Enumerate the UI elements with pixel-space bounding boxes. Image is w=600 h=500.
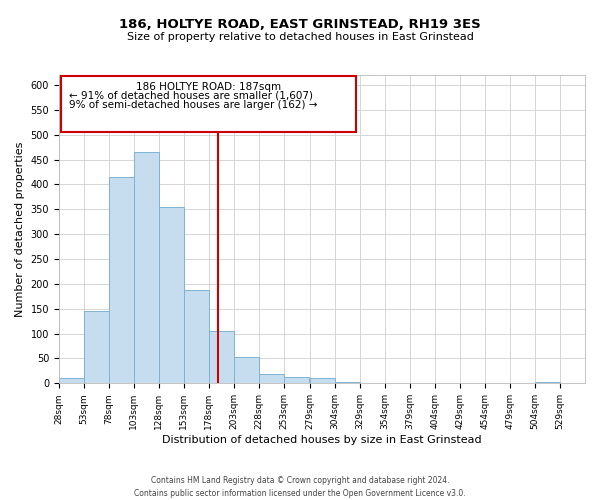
- Text: Contains HM Land Registry data © Crown copyright and database right 2024.
Contai: Contains HM Land Registry data © Crown c…: [134, 476, 466, 498]
- Bar: [160, 207, 184, 384]
- Text: 186, HOLTYE ROAD, EAST GRINSTEAD, RH19 3ES: 186, HOLTYE ROAD, EAST GRINSTEAD, RH19 3…: [119, 18, 481, 30]
- Bar: [184, 290, 209, 384]
- Bar: [235, 357, 259, 384]
- Bar: [109, 177, 134, 384]
- Bar: [335, 382, 359, 384]
- Bar: [310, 378, 335, 384]
- Text: 186 HOLTYE ROAD: 187sqm: 186 HOLTYE ROAD: 187sqm: [136, 82, 281, 92]
- Text: ← 91% of detached houses are smaller (1,607): ← 91% of detached houses are smaller (1,…: [69, 91, 313, 101]
- Bar: [61, 76, 356, 132]
- Bar: [59, 378, 83, 384]
- Bar: [85, 311, 109, 384]
- Bar: [535, 382, 560, 384]
- Bar: [134, 152, 158, 384]
- Bar: [284, 377, 308, 384]
- Bar: [209, 331, 233, 384]
- Text: Size of property relative to detached houses in East Grinstead: Size of property relative to detached ho…: [127, 32, 473, 42]
- Bar: [259, 374, 284, 384]
- Y-axis label: Number of detached properties: Number of detached properties: [15, 142, 25, 317]
- X-axis label: Distribution of detached houses by size in East Grinstead: Distribution of detached houses by size …: [162, 435, 482, 445]
- Text: 9% of semi-detached houses are larger (162) →: 9% of semi-detached houses are larger (1…: [69, 100, 317, 110]
